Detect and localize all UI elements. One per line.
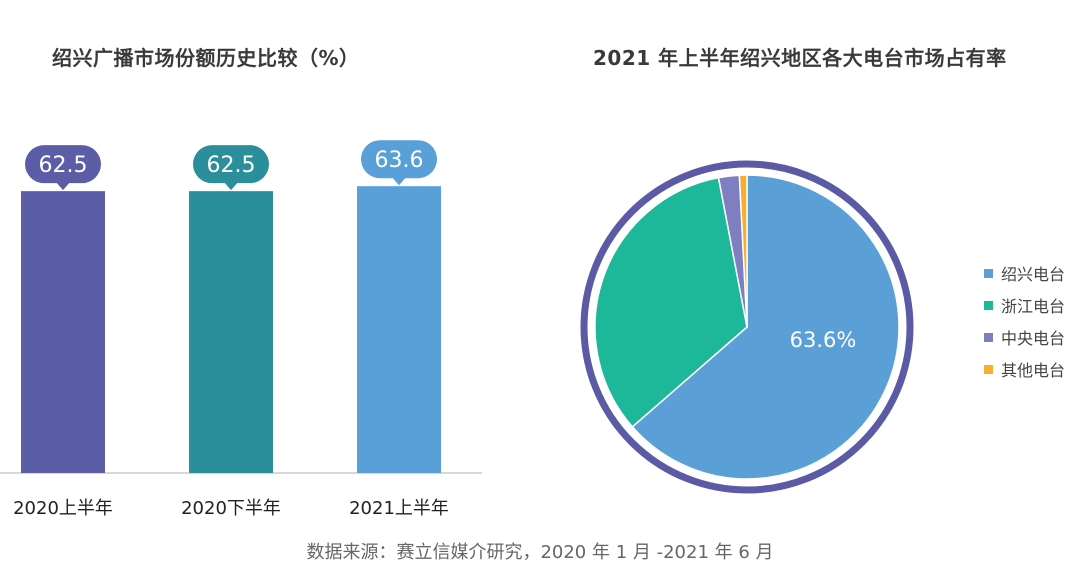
bar <box>21 191 105 473</box>
value-bubble <box>193 145 269 184</box>
category-label: 2020上半年 <box>13 498 113 519</box>
bar <box>357 186 441 473</box>
source-note: 数据来源：赛立信媒介研究，2020 年 1 月 -2021 年 6 月 <box>306 542 774 563</box>
value-bubble <box>361 140 437 179</box>
pie-slice <box>594 176 748 428</box>
pie-slice <box>738 174 748 328</box>
pie-slice <box>631 174 900 480</box>
value-bubble-pointer <box>56 182 70 191</box>
legend-label: 中央电台 <box>1001 329 1066 348</box>
value-bubble-pointer <box>224 182 238 191</box>
value-bubble <box>25 145 101 184</box>
bar-chart-title: 绍兴广播市场份额历史比较（%） <box>52 46 360 70</box>
legend-swatch <box>984 300 993 310</box>
legend-item: 其他电台 <box>984 358 1065 380</box>
bar-chart: 62.5 2020上半年 62.5 2020下半年 63.6 2021上半年 <box>0 140 482 519</box>
legend-swatch <box>984 268 993 278</box>
legend-swatch <box>984 332 993 342</box>
data-label: 62.5 <box>207 153 256 178</box>
legend-label: 其他电台 <box>1001 361 1066 380</box>
legend-label: 绍兴电台 <box>1001 265 1066 284</box>
category-label: 2021上半年 <box>349 498 449 519</box>
data-label: 62.5 <box>39 153 88 178</box>
pie-chart: 63.6% <box>580 160 914 494</box>
legend-swatch <box>984 364 993 374</box>
legend-item: 浙江电台 <box>984 294 1065 316</box>
bar <box>189 191 273 473</box>
pie-chart-title: 2021 年上半年绍兴地区各大电台市场占有率 <box>593 46 1007 70</box>
value-bubble-pointer <box>392 177 406 186</box>
legend-item: 中央电台 <box>984 326 1065 348</box>
pie-legend: 绍兴电台 浙江电台 中央电台 其他电台 <box>984 262 1065 380</box>
legend-label: 浙江电台 <box>1001 297 1066 316</box>
legend-item: 绍兴电台 <box>984 262 1065 284</box>
category-label: 2020下半年 <box>181 498 281 519</box>
slice-label: 63.6% <box>790 328 857 352</box>
data-label: 63.6 <box>375 148 424 173</box>
